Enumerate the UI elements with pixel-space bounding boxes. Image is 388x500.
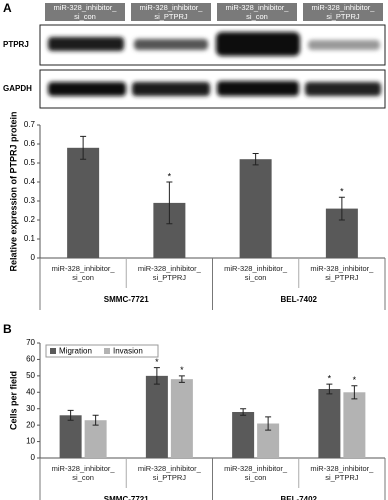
blot-row-label: PTPRJ [3, 40, 29, 49]
blot-column-label: miR-328_inhibitor_ si_PTPRJ [303, 3, 383, 21]
blot-row-label: GAPDH [3, 84, 32, 93]
band [48, 82, 126, 96]
y-axis-label: Relative expression of PTPRJ protein [8, 111, 18, 271]
band [48, 37, 124, 51]
x-tick-label: miR-328_inhibitor_ si_PTPRJ [310, 264, 374, 282]
group-label: SMMC-7721 [104, 495, 149, 500]
significance-label: * [155, 357, 159, 367]
x-tick-label: miR-328_inhibitor_ si_con [51, 264, 115, 282]
y-tick-label: 20 [26, 420, 35, 429]
y-tick-label: 70 [26, 338, 35, 347]
blot-column-label: miR-328_inhibitor_ si_con [217, 3, 297, 21]
band [308, 40, 380, 50]
y-tick-label: 0.6 [24, 139, 36, 148]
group-label: SMMC-7721 [104, 295, 149, 304]
legend-swatch [104, 348, 110, 354]
error-bar [252, 153, 259, 166]
y-tick-label: 60 [26, 355, 35, 364]
error-bar [80, 135, 87, 160]
x-tick-label: miR-328_inhibitor_ si_PTPRJ [310, 464, 374, 482]
bar [257, 423, 280, 458]
y-tick-label: 50 [26, 371, 35, 380]
error-bar [166, 181, 173, 225]
band [132, 82, 210, 96]
blot-column-label: miR-328_inhibitor_ si_PTPRJ [131, 3, 211, 21]
error-bar [326, 383, 333, 395]
panel-label: B [3, 322, 12, 336]
band [134, 39, 208, 50]
bar [145, 375, 168, 458]
group-label: BEL-7402 [281, 495, 318, 500]
error-bar [92, 414, 99, 426]
legend-frame [45, 344, 159, 358]
legend-label: Migration [59, 347, 92, 356]
y-tick-label: 10 [26, 437, 35, 446]
significance-label: * [180, 365, 184, 375]
band [217, 81, 299, 96]
bar [170, 379, 193, 458]
significance-label: * [353, 375, 357, 385]
bar [84, 420, 107, 458]
error-bar [265, 416, 272, 431]
y-tick-label: 0.5 [24, 158, 36, 167]
band [216, 32, 300, 56]
x-tick-label: miR-328_inhibitor_ si_PTPRJ [137, 264, 201, 282]
band [305, 82, 381, 96]
significance-label: * [168, 171, 172, 181]
x-tick-label: miR-328_inhibitor_ si_con [224, 464, 288, 482]
y-tick-label: 0 [31, 453, 36, 462]
error-bar [178, 375, 185, 383]
y-tick-label: 0.1 [24, 234, 36, 243]
blot-bands [48, 32, 381, 96]
error-bar [153, 367, 160, 385]
bar [318, 389, 341, 458]
bar [67, 147, 100, 258]
legend-label: Invasion [113, 347, 143, 356]
error-bar [351, 385, 358, 400]
y-tick-label: 0 [31, 253, 36, 262]
bar [59, 415, 82, 458]
x-tick-label: miR-328_inhibitor_ si_con [224, 264, 288, 282]
bar [232, 412, 255, 458]
y-tick-label: 0.7 [24, 120, 36, 129]
error-bar [338, 196, 345, 221]
significance-label: * [340, 187, 344, 197]
x-tick-label: miR-328_inhibitor_ si_PTPRJ [137, 464, 201, 482]
y-axis-label: Cells per field [8, 371, 18, 430]
significance-label: * [328, 373, 332, 383]
legend-swatch [50, 348, 56, 354]
y-tick-label: 0.2 [24, 215, 36, 224]
blot-column-label: miR-328_inhibitor_ si_con [45, 3, 125, 21]
error-bar [67, 409, 74, 421]
error-bar [240, 408, 247, 416]
y-tick-label: 0.4 [24, 177, 36, 186]
bar [239, 159, 272, 258]
group-label: BEL-7402 [281, 295, 318, 304]
bar [343, 392, 366, 458]
y-tick-label: 30 [26, 404, 35, 413]
y-tick-label: 40 [26, 387, 35, 396]
y-tick-label: 0.3 [24, 196, 36, 205]
x-tick-label: miR-328_inhibitor_ si_con [51, 464, 115, 482]
panel-label: A [3, 1, 12, 15]
